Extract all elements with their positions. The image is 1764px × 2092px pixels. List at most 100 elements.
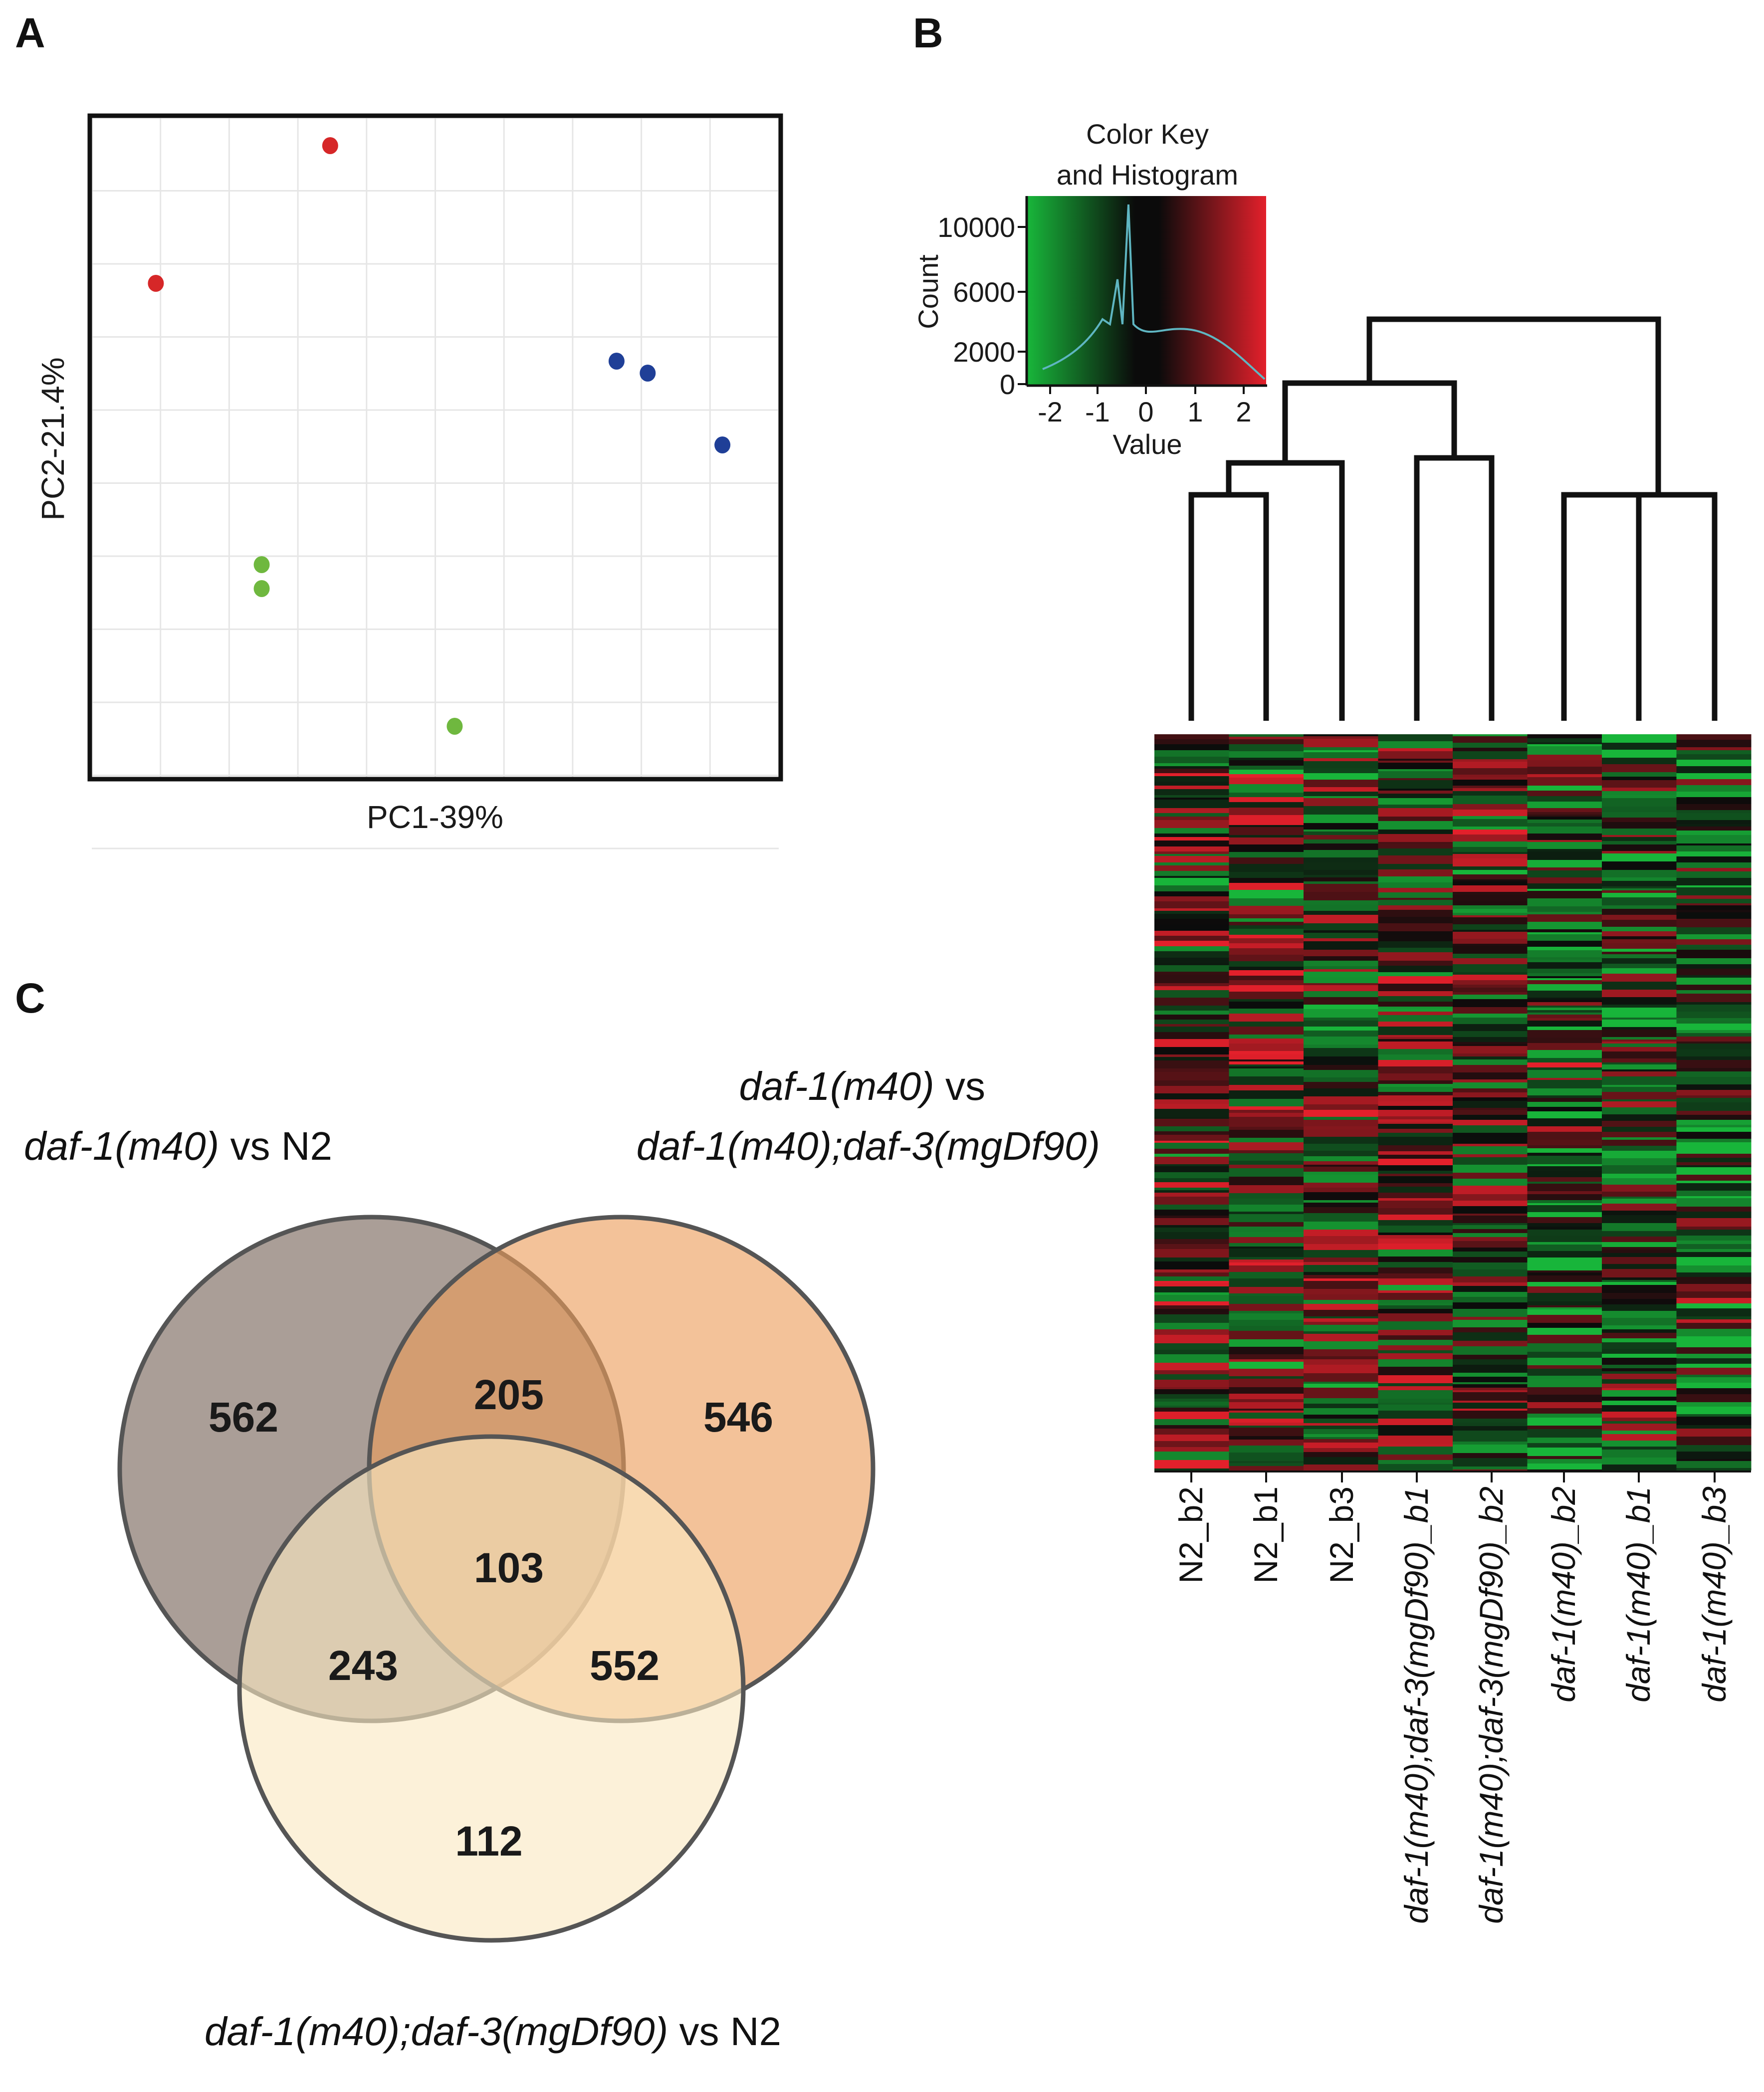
- heatmap-cell: [1527, 1107, 1602, 1111]
- key-ytick-6000: 6000: [953, 276, 1015, 308]
- heatmap-cell: [1154, 1216, 1229, 1218]
- heatmap-cell: [1676, 1090, 1752, 1095]
- heatmap-cell: [1378, 984, 1453, 991]
- heatmap-cell: [1676, 903, 1752, 905]
- heatmap-cell: [1527, 1459, 1602, 1464]
- heatmap-cell: [1154, 1011, 1229, 1015]
- pca-gridlines: [91, 117, 780, 849]
- heatmap-cell: [1676, 845, 1752, 851]
- heatmap-cell: [1602, 1464, 1677, 1470]
- heatmap-cell: [1304, 1289, 1378, 1294]
- heatmap-cell: [1229, 1296, 1304, 1304]
- heatmap-cell: [1602, 1085, 1677, 1087]
- heatmap-cell: [1676, 1414, 1752, 1417]
- key-xtick-neg2: -2: [1038, 396, 1063, 427]
- venn-set1-label: daf-1(m40) vs N2: [24, 1124, 332, 1168]
- heatmap-cell: [1602, 909, 1677, 915]
- heatmap-cell: [1154, 798, 1229, 800]
- heatmap-cell: [1378, 1305, 1453, 1309]
- heatmap-cell: [1676, 919, 1752, 927]
- heatmap-cell: [1676, 1252, 1752, 1257]
- heatmap-cell: [1304, 1207, 1378, 1213]
- sample-label-daf1-b2: daf-1(m40)_b2: [1545, 1486, 1582, 1702]
- heatmap-cell: [1304, 1452, 1378, 1457]
- heatmap-cell: [1304, 1183, 1378, 1188]
- heatmap-cell: [1154, 1335, 1229, 1343]
- heatmap-cell: [1676, 1115, 1752, 1120]
- heatmap-cell: [1602, 886, 1677, 888]
- heatmap: [1154, 734, 1752, 1470]
- heatmap-cell: [1304, 1222, 1378, 1230]
- heatmap-cell: [1602, 1174, 1677, 1178]
- heatmap-cell: [1304, 1021, 1378, 1027]
- heatmap-cell: [1602, 1211, 1677, 1215]
- heatmap-cell: [1378, 905, 1453, 910]
- heatmap-cell: [1602, 1434, 1677, 1441]
- heatmap-cell: [1527, 1200, 1602, 1203]
- heatmap-cell: [1378, 1119, 1453, 1122]
- heatmap-cell: [1229, 914, 1304, 918]
- heatmap-cell: [1154, 1343, 1229, 1350]
- heatmap-cell: [1676, 1002, 1752, 1005]
- heatmap-cell: [1154, 919, 1229, 924]
- heatmap-cell: [1304, 1192, 1378, 1200]
- heatmap-cell: [1527, 1010, 1602, 1013]
- heatmap-cell: [1154, 1117, 1229, 1119]
- heatmap-cell: [1229, 1409, 1304, 1411]
- heatmap-cell: [1154, 1408, 1229, 1412]
- heatmap-cell: [1602, 1421, 1677, 1424]
- heatmap-cell: [1378, 751, 1453, 759]
- heatmap-cell: [1453, 1388, 1528, 1390]
- heatmap-cell: [1229, 1453, 1304, 1461]
- heatmap-cell: [1602, 1277, 1677, 1280]
- heatmap-cell: [1602, 877, 1677, 881]
- heatmap-cell: [1453, 1341, 1528, 1346]
- heatmap-cell: [1453, 1442, 1528, 1445]
- heatmap-cell: [1229, 961, 1304, 967]
- heatmap-column-ticks: [1190, 1471, 1716, 1482]
- heatmap-cell: [1602, 861, 1677, 870]
- heatmap-cell: [1453, 1466, 1528, 1469]
- heatmap-cell: [1453, 1201, 1528, 1206]
- heatmap-cell: [1527, 1420, 1602, 1426]
- sample-label-daf1-b1: daf-1(m40)_b1: [1620, 1486, 1657, 1702]
- heatmap-cell: [1154, 1354, 1229, 1363]
- heatmap-cell: [1676, 813, 1752, 820]
- heatmap-cell: [1602, 780, 1677, 788]
- heatmap-cell: [1304, 1334, 1378, 1341]
- heatmap-cell: [1304, 1443, 1378, 1448]
- heatmap-cell: [1527, 960, 1602, 962]
- heatmap-cell: [1453, 1125, 1528, 1133]
- heatmap-cell: [1378, 1129, 1453, 1133]
- heatmap-cell: [1527, 1245, 1602, 1251]
- heatmap-cell: [1676, 1158, 1752, 1162]
- heatmap-cell: [1378, 1208, 1453, 1215]
- heatmap-cell: [1453, 1120, 1528, 1125]
- heatmap-cell: [1229, 992, 1304, 999]
- heatmap-cell: [1527, 1191, 1602, 1194]
- heatmap-cell: [1378, 1233, 1453, 1235]
- heatmap-cell: [1676, 1468, 1752, 1470]
- heatmap-cell: [1229, 835, 1304, 837]
- heatmap-cell: [1453, 827, 1528, 830]
- heatmap-cell: [1602, 1318, 1677, 1325]
- heatmap-cell: [1378, 1262, 1453, 1267]
- heatmap-cell: [1229, 878, 1304, 883]
- heatmap-cell: [1676, 1364, 1752, 1368]
- heatmap-cell: [1602, 788, 1677, 791]
- heatmap-cell: [1676, 910, 1752, 912]
- heatmap-cell: [1602, 1349, 1677, 1354]
- heatmap-cell: [1676, 1336, 1752, 1344]
- heatmap-cell: [1378, 1278, 1453, 1285]
- heatmap-cell: [1154, 911, 1229, 914]
- heatmap-cell: [1453, 870, 1528, 874]
- heatmap-cell: [1602, 1311, 1677, 1318]
- heatmap-cell: [1676, 994, 1752, 1002]
- heatmap-cell: [1154, 1402, 1229, 1406]
- heatmap-cell: [1527, 947, 1602, 950]
- heatmap-cell: [1229, 778, 1304, 784]
- heatmap-cell: [1602, 931, 1677, 936]
- heatmap-cell: [1229, 1428, 1304, 1436]
- heatmap-cell: [1378, 830, 1453, 834]
- heatmap-cell: [1527, 1227, 1602, 1230]
